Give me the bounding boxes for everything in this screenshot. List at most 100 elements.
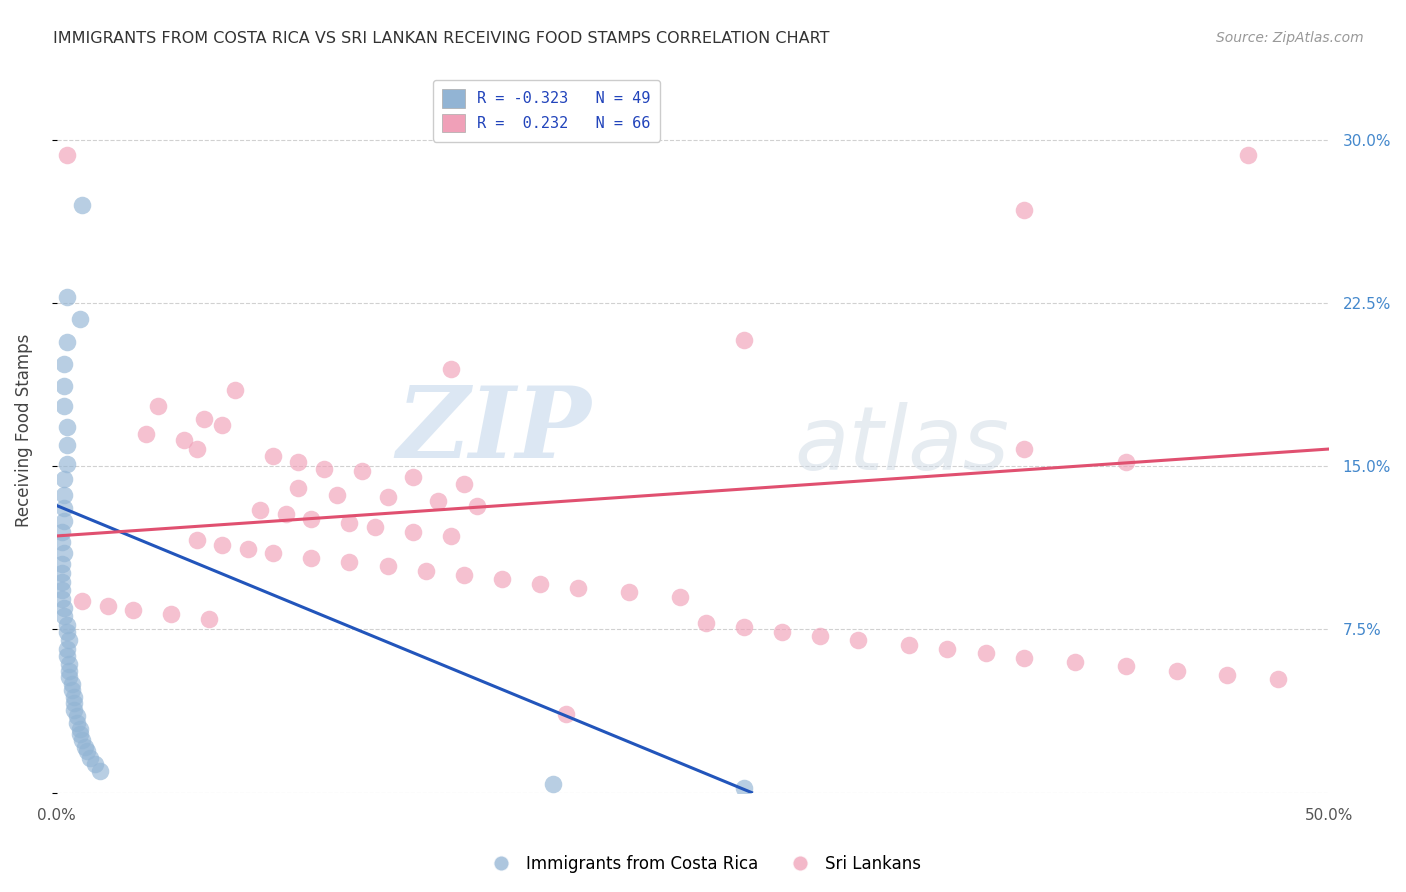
Text: IMMIGRANTS FROM COSTA RICA VS SRI LANKAN RECEIVING FOOD STAMPS CORRELATION CHART: IMMIGRANTS FROM COSTA RICA VS SRI LANKAN…: [53, 31, 830, 46]
Point: [69, 723, 91, 737]
Point: [249, 503, 271, 517]
Point: [808, 629, 831, 643]
Point: [56, 624, 79, 639]
Point: [193, 411, 215, 425]
Point: [76, 744, 98, 758]
Point: [325, 488, 347, 502]
Point: [898, 638, 921, 652]
Point: [56, 437, 79, 451]
Point: [53, 609, 76, 624]
Point: [148, 399, 170, 413]
Point: [1012, 202, 1035, 217]
Point: [56, 290, 79, 304]
Point: [70, 594, 93, 608]
Point: [312, 461, 335, 475]
Point: [56, 648, 79, 663]
Point: [51, 566, 73, 580]
Point: [53, 379, 76, 393]
Point: [51, 535, 73, 549]
Point: [936, 642, 959, 657]
Point: [51, 592, 73, 607]
Point: [60, 683, 83, 698]
Point: [53, 357, 76, 371]
Point: [733, 333, 755, 347]
Point: [69, 311, 91, 326]
Point: [53, 399, 76, 413]
Point: [262, 449, 284, 463]
Point: [56, 148, 79, 162]
Point: [440, 529, 463, 543]
Point: [53, 546, 76, 560]
Point: [554, 707, 576, 722]
Point: [465, 499, 488, 513]
Point: [51, 558, 73, 572]
Point: [53, 500, 76, 515]
Point: [1063, 655, 1085, 669]
Point: [695, 615, 717, 630]
Point: [377, 559, 399, 574]
Y-axis label: Receiving Food Stamps: Receiving Food Stamps: [15, 334, 32, 527]
Point: [529, 576, 551, 591]
Point: [70, 733, 93, 747]
Point: [1267, 673, 1289, 687]
Point: [1166, 664, 1188, 678]
Point: [352, 464, 374, 478]
Point: [56, 420, 79, 434]
Point: [287, 455, 309, 469]
Point: [51, 583, 73, 598]
Point: [79, 750, 101, 764]
Point: [1012, 442, 1035, 456]
Point: [453, 476, 475, 491]
Point: [402, 524, 425, 539]
Point: [770, 624, 793, 639]
Point: [1115, 455, 1137, 469]
Point: [262, 546, 284, 560]
Point: [56, 618, 79, 632]
Point: [337, 555, 360, 569]
Point: [186, 533, 208, 548]
Point: [73, 739, 96, 754]
Point: [122, 603, 145, 617]
Text: ZIP: ZIP: [396, 383, 591, 479]
Point: [89, 764, 111, 778]
Point: [58, 670, 80, 684]
Point: [733, 620, 755, 634]
Point: [1115, 659, 1137, 673]
Point: [364, 520, 387, 534]
Point: [415, 564, 437, 578]
Point: [733, 781, 755, 796]
Point: [60, 677, 83, 691]
Point: [1237, 148, 1260, 162]
Point: [236, 541, 259, 556]
Point: [56, 335, 79, 350]
Point: [63, 690, 86, 704]
Point: [337, 516, 360, 530]
Point: [427, 494, 450, 508]
Point: [211, 418, 233, 433]
Point: [53, 600, 76, 615]
Point: [56, 457, 79, 471]
Point: [299, 550, 322, 565]
Point: [53, 472, 76, 486]
Point: [299, 511, 322, 525]
Point: [69, 727, 91, 741]
Point: [377, 490, 399, 504]
Point: [135, 426, 157, 441]
Point: [1012, 650, 1035, 665]
Point: [58, 657, 80, 672]
Point: [453, 568, 475, 582]
Text: Source: ZipAtlas.com: Source: ZipAtlas.com: [1216, 31, 1364, 45]
Point: [198, 611, 221, 625]
Point: [287, 481, 309, 495]
Point: [186, 442, 208, 456]
Point: [83, 757, 105, 772]
Legend: R = -0.323   N = 49, R =  0.232   N = 66: R = -0.323 N = 49, R = 0.232 N = 66: [433, 79, 659, 142]
Point: [58, 664, 80, 678]
Point: [669, 590, 692, 604]
Point: [211, 538, 233, 552]
Legend: Immigrants from Costa Rica, Sri Lankans: Immigrants from Costa Rica, Sri Lankans: [478, 848, 928, 880]
Point: [63, 703, 86, 717]
Point: [66, 715, 89, 730]
Point: [53, 488, 76, 502]
Point: [58, 633, 80, 648]
